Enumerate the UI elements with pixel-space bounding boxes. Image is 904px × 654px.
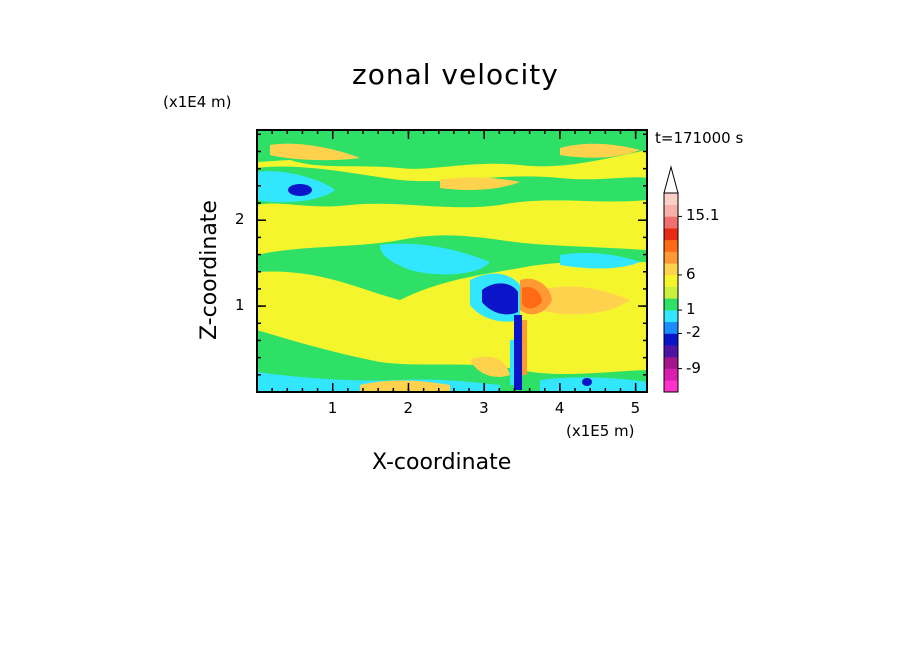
colorbar-swatch: [664, 345, 678, 358]
x-tick-label: 1: [327, 399, 338, 417]
x-tick-label: 5: [630, 399, 641, 417]
colorbar-swatch: [664, 204, 678, 217]
colorbar-label: -9: [686, 358, 701, 377]
band-orange-mid: [440, 177, 520, 190]
x-axis-units: (x1E5 m): [566, 422, 635, 440]
colorbar: [663, 165, 682, 393]
colorbar-frame: [663, 192, 679, 393]
colorbar-swatch: [664, 368, 678, 381]
colorbar-label: 1: [686, 300, 696, 319]
colorbar-swatch: [664, 356, 678, 369]
x-tick-label: 4: [554, 399, 565, 417]
vertical-jet-cyan: [510, 340, 514, 385]
band-orange-top: [270, 143, 640, 161]
colorbar-swatch: [664, 286, 678, 299]
colorbar-swatch: [664, 310, 678, 323]
colorbar-swatch: [664, 333, 678, 346]
vertical-jet: [514, 315, 522, 390]
band-green-bottom: [257, 330, 647, 392]
y-tick-label: 2: [235, 210, 245, 229]
colorbar-swatch: [664, 239, 678, 252]
positive-core-red: [522, 286, 542, 309]
chart-title: zonal velocity: [352, 58, 559, 91]
axis-ticks: [257, 130, 647, 392]
time-label: t=171000 s: [655, 129, 744, 147]
colorbar-swatch: [664, 380, 678, 393]
band-orange-bottom: [360, 356, 510, 392]
colorbar-swatch: [664, 321, 678, 334]
x-axis-label: X-coordinate: [372, 450, 512, 475]
colorbar-extend-arrow: [663, 165, 679, 194]
x-tick-label: 3: [479, 399, 489, 417]
colorbar-swatch: [664, 298, 678, 311]
colorbar-label: 15.1: [686, 206, 720, 225]
y-axis-units: (x1E4 m): [163, 93, 232, 111]
x-tick-label: 2: [403, 399, 413, 417]
band-cyan-right: [560, 252, 640, 269]
colorbar-swatch: [664, 193, 678, 206]
colorbar-swatch: [664, 263, 678, 276]
negative-spot-left: [288, 184, 312, 196]
colorbar-swatch: [664, 216, 678, 229]
plot-frame: [256, 129, 648, 393]
band-orange-right: [540, 286, 630, 315]
y-tick-label: 1: [235, 296, 245, 315]
colorbar-label: 6: [686, 264, 696, 283]
colorbar-label: -2: [686, 323, 701, 342]
negative-core-blue: [482, 283, 518, 315]
colorbar-swatch: [664, 228, 678, 241]
band-cyan-mid: [380, 243, 490, 275]
vertical-jet-orange: [522, 320, 527, 375]
band-green-top: [257, 130, 647, 169]
velocity-field: [257, 130, 647, 392]
negative-spot-bottom: [582, 378, 592, 386]
colorbar-swatch: [664, 274, 678, 287]
colorbar-swatch: [664, 251, 678, 264]
